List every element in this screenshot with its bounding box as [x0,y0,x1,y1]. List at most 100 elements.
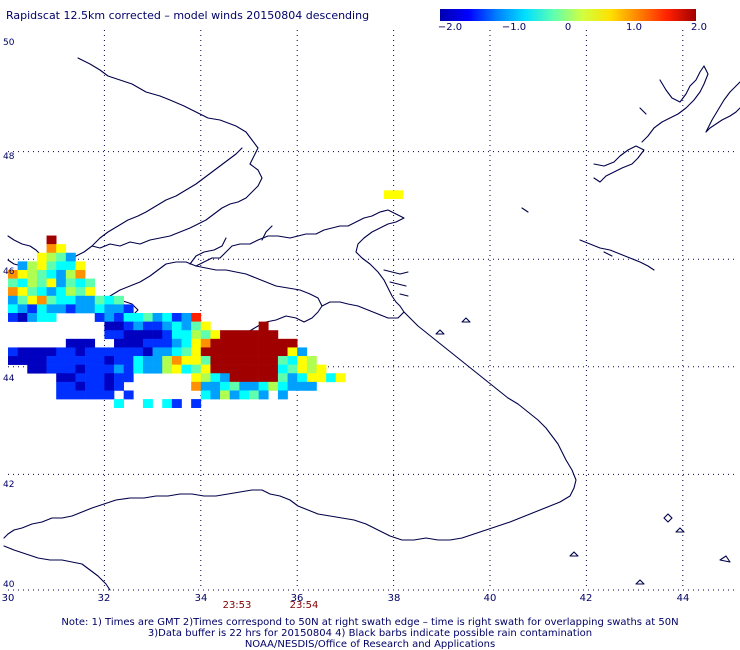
wind-cell [326,373,337,383]
wind-cell [258,390,269,400]
wind-cell [181,313,192,322]
lon-label: 44 [676,593,690,604]
colorbar-tick: −2.0 [437,22,463,33]
wind-cell [46,235,57,245]
wind-cell [56,261,67,271]
wind-cell [249,373,259,383]
wind-cell [8,347,18,357]
wind-cell [104,295,115,305]
wind-cell [171,364,182,374]
wind-cell [56,304,67,314]
wind-cell [277,356,288,365]
wind-cell [191,364,202,374]
wind-cell [210,356,221,365]
wind-cell [75,381,86,391]
wind-cell [27,295,38,305]
lat-label: 46 [3,267,15,277]
wind-cell [123,304,134,314]
wind-cell [65,261,76,271]
wind-cell [239,347,250,357]
wind-cell [258,373,269,383]
wind-cell [65,269,76,279]
wind-cell [85,287,96,297]
wind-cell [249,356,259,365]
wind-cell [142,338,153,348]
wind-cell [56,287,67,297]
wind-data-cells [8,190,404,408]
wind-cell [85,295,96,305]
wind-cell [27,304,38,314]
wind-cell [56,244,67,254]
wind-cell [75,347,86,357]
coastline-river-branch [91,147,243,247]
wind-cell [220,364,231,374]
wind-cell [17,356,28,365]
wind-cell [104,356,115,365]
wind-cell [229,373,240,383]
wind-cell [65,304,76,314]
wind-cell [133,364,144,374]
island-6 [435,329,445,335]
wind-cell [229,390,240,400]
wind-cell [114,399,124,408]
wind-cell [249,330,259,340]
wind-cell [258,381,269,391]
wind-cell [75,304,86,314]
wind-cell [65,390,76,400]
island-1 [663,513,673,523]
wind-cell [94,381,105,391]
wind-cell [114,381,124,391]
wind-cell [258,356,269,365]
wind-cell [277,381,288,391]
wind-cell [36,313,47,322]
wind-cell [268,330,279,340]
wind-cell [85,356,96,365]
wind-cell [162,356,173,365]
wind-cell [181,356,192,365]
wind-cell [56,381,67,391]
wind-cell [27,364,38,374]
colorbar-gradient [440,9,696,21]
wind-cell [17,287,28,297]
wind-cell [17,261,28,271]
wind-cell [75,338,86,348]
wind-cell [65,278,76,288]
wind-cell [75,373,86,383]
wind-cell [133,321,144,331]
island-3 [569,551,579,557]
wind-cell [8,304,18,314]
wind-cell [200,381,211,391]
wind-cell [249,364,259,374]
wind-cell [287,356,298,365]
wind-cell [297,381,308,391]
wind-cell [114,356,124,365]
wind-cell [152,330,163,340]
wind-cell [268,373,279,383]
wind-cell [114,313,124,322]
wind-cell [27,261,38,271]
wind-cell [306,373,317,383]
wind-cell [65,287,76,297]
wind-cell [210,330,221,340]
wind-cell [297,347,308,357]
wind-cell [94,347,105,357]
wind-cell [229,338,240,348]
wind-cell [46,269,57,279]
wind-cell [85,364,96,374]
lat-lon-gridlines [8,30,735,591]
wind-cell [75,364,86,374]
wind-cell [249,390,259,400]
wind-cell [268,356,279,365]
wind-cell [200,390,211,400]
wind-cell [133,356,144,365]
wind-cell [36,261,47,271]
wind-cell [306,364,317,374]
wind-cell [8,278,18,288]
wind-cell [162,364,173,374]
chart-title: Rapidscat 12.5km corrected – model winds… [6,9,370,22]
wind-cell [220,381,231,391]
wind-cell [277,364,288,374]
wind-cell [46,304,57,314]
wind-cell [56,373,67,383]
